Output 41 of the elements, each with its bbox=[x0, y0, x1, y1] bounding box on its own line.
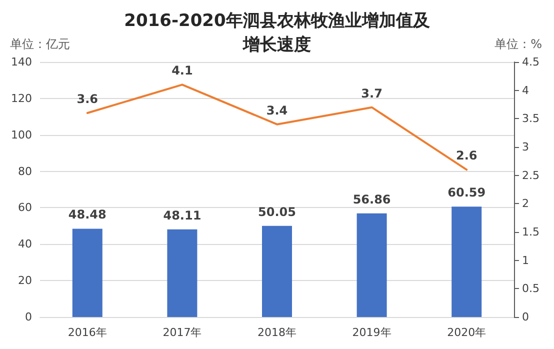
data-label: 2.6 bbox=[456, 148, 478, 163]
y-tick-label: 80 bbox=[18, 164, 32, 178]
y2-tick-label: 3 bbox=[522, 140, 529, 154]
data-label: 56.86 bbox=[352, 192, 391, 206]
y2-tick-label: 2.5 bbox=[522, 168, 540, 182]
bar bbox=[262, 226, 292, 317]
y2-tick-label: 3.5 bbox=[522, 112, 540, 126]
y2-axis-title: 单位：% bbox=[494, 37, 542, 51]
x-tick-label: 2019年 bbox=[352, 326, 392, 339]
bar bbox=[356, 213, 387, 317]
y-tick-label: 140 bbox=[11, 56, 32, 68]
data-label: 48.48 bbox=[68, 208, 106, 222]
data-label: 3.7 bbox=[361, 86, 382, 100]
x-tick-label: 2017年 bbox=[162, 326, 202, 339]
data-label: 4.1 bbox=[172, 64, 193, 78]
bar bbox=[72, 228, 102, 317]
y-tick-label: 20 bbox=[18, 274, 32, 288]
x-tick-label: 2020年 bbox=[447, 326, 486, 339]
bar bbox=[452, 206, 482, 317]
y-tick-label: 0 bbox=[25, 310, 32, 324]
y2-tick-label: 1 bbox=[522, 254, 529, 267]
chart-title: 2016-2020年泗县农林牧渔业增加值及增长速度 bbox=[124, 11, 431, 55]
y2-tick-label: 0 bbox=[522, 310, 529, 324]
y-tick-label: 120 bbox=[11, 92, 32, 105]
y-tick-label: 100 bbox=[11, 128, 32, 142]
data-label: 3.6 bbox=[76, 92, 98, 106]
bar bbox=[167, 229, 198, 317]
y2-tick-label: 4.5 bbox=[522, 56, 540, 68]
data-label: 3.4 bbox=[266, 103, 288, 118]
y-tick-label: 40 bbox=[18, 238, 32, 251]
y2-tick-label: 0.5 bbox=[522, 282, 540, 296]
data-label: 48.11 bbox=[163, 208, 202, 222]
x-tick-label: 2016年 bbox=[68, 326, 107, 339]
data-label: 50.05 bbox=[258, 204, 296, 219]
y2-tick-label: 4 bbox=[522, 84, 529, 97]
y-tick-label: 60 bbox=[18, 201, 32, 214]
y2-tick-label: 1.5 bbox=[522, 226, 540, 238]
x-tick-label: 2018年 bbox=[258, 326, 296, 339]
data-label: 60.59 bbox=[448, 186, 486, 200]
y-axis-title: 单位：亿元 bbox=[10, 37, 70, 51]
y2-tick-label: 2 bbox=[522, 197, 529, 210]
